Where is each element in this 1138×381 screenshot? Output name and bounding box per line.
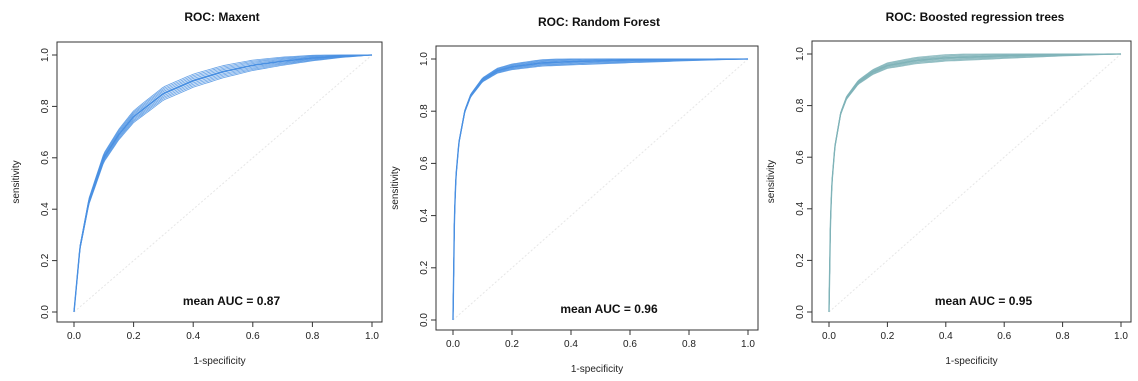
y-axis-label: sensitivity <box>390 166 401 209</box>
x-tick-label: 0.4 <box>939 331 953 342</box>
chart-title: ROC: Random Forest <box>538 15 660 29</box>
y-tick-label: 0.8 <box>40 99 51 113</box>
x-tick-label: 0.4 <box>186 331 200 342</box>
diagonal-reference-line <box>452 58 749 321</box>
x-tick-label: 0.8 <box>1056 331 1070 342</box>
y-tick-label: 0.4 <box>40 202 51 216</box>
y-tick-label: 0.0 <box>795 305 806 319</box>
y-tick-label: 1.0 <box>40 48 51 62</box>
y-tick-label: 0.0 <box>40 305 51 319</box>
roc-panel-2: ROC: Random Forest 0.0 0.2 0.4 0.6 0.8 1.0 0.0 0… <box>390 15 759 375</box>
roc-curve-replicate <box>828 53 1121 313</box>
roc-curve-replicate <box>828 53 1122 313</box>
roc-curve-replicate <box>828 53 1122 313</box>
x-tick-label: 0.4 <box>564 339 578 350</box>
y-tick-label: 0.6 <box>419 156 430 170</box>
auc-annotation: mean AUC = 0.96 <box>560 302 658 316</box>
roc-curve-replicate <box>828 53 1121 313</box>
x-tick-label: 0.0 <box>67 331 81 342</box>
plot-frame <box>435 45 759 331</box>
x-tick-label: 1.0 <box>1114 331 1128 342</box>
y-tick-label: 0.2 <box>795 253 806 267</box>
y-tick-label: 0.2 <box>40 253 51 267</box>
x-tick-label: 1.0 <box>741 339 755 350</box>
diagonal-reference-line <box>73 54 373 313</box>
auc-annotation: mean AUC = 0.87 <box>183 294 281 308</box>
chart-title: ROC: Boosted regression trees <box>886 10 1065 24</box>
y-axis-label: sensitivity <box>11 160 22 203</box>
roc-panel-1: ROC: Maxent 0.0 0.2 0.4 0.6 0.8 1.0 0.0 0.2 0.4 0.… <box>11 10 383 367</box>
x-tick-label: 0.0 <box>446 339 460 350</box>
y-tick-label: 1.0 <box>419 52 430 66</box>
y-tick-label: 0.4 <box>795 201 806 215</box>
roc-curve-replicate <box>828 53 1122 313</box>
roc-curve-replicate <box>828 53 1122 313</box>
x-axis-label: 1-specificity <box>945 356 997 367</box>
x-tick-label: 0.0 <box>822 331 836 342</box>
y-tick-label: 0.8 <box>419 104 430 118</box>
plot-frame <box>811 40 1132 323</box>
y-tick-label: 0.8 <box>795 98 806 112</box>
x-axis-label: 1-specificity <box>193 356 245 367</box>
x-tick-label: 1.0 <box>365 331 379 342</box>
y-tick-label: 0.4 <box>419 208 430 222</box>
roc-panel-3: ROC: Boosted regression trees 0.0 0.2 0.4 0.… <box>766 10 1132 367</box>
y-tick-label: 1.0 <box>795 47 806 61</box>
roc-curve-mean <box>73 54 373 313</box>
x-tick-label: 0.2 <box>127 331 141 342</box>
x-tick-label: 0.6 <box>623 339 637 350</box>
roc-curve-replicate <box>828 53 1121 313</box>
y-axis-label: sensitivity <box>766 160 777 203</box>
x-tick-label: 0.2 <box>505 339 519 350</box>
roc-curve-mean <box>452 58 749 321</box>
x-tick-label: 0.6 <box>246 331 260 342</box>
x-tick-label: 0.6 <box>997 331 1011 342</box>
roc-curve-replicate <box>828 53 1122 313</box>
x-tick-label: 0.8 <box>305 331 319 342</box>
chart-title: ROC: Maxent <box>184 10 259 24</box>
plot-frame <box>56 41 383 323</box>
y-tick-label: 0.2 <box>419 260 430 274</box>
y-tick-label: 0.6 <box>795 150 806 164</box>
x-tick-label: 0.8 <box>682 339 696 350</box>
x-axis-label: 1-specificity <box>571 364 623 375</box>
x-tick-label: 0.2 <box>880 331 894 342</box>
diagonal-reference-line <box>828 53 1122 313</box>
y-tick-label: 0.0 <box>419 313 430 327</box>
auc-annotation: mean AUC = 0.95 <box>935 294 1033 308</box>
roc-curve-replicate <box>828 53 1122 313</box>
y-tick-label: 0.6 <box>40 150 51 164</box>
roc-curve-mean <box>828 53 1122 313</box>
roc-curve-replicate <box>828 53 1121 313</box>
